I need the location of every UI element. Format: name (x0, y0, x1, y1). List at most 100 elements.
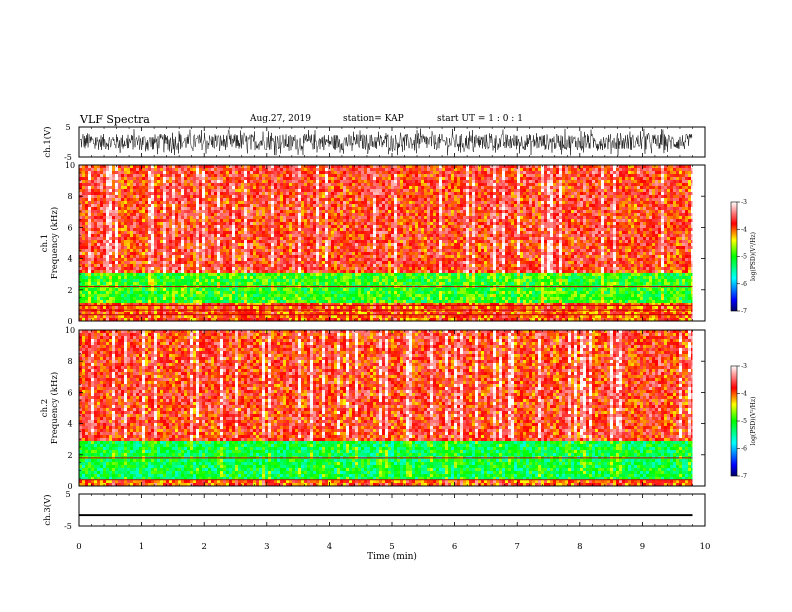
spectrogram-cell (481, 177, 484, 180)
spectrogram-cell (238, 195, 241, 198)
spectrogram-cell (580, 171, 583, 174)
spectrogram-cell (235, 186, 238, 189)
spectrogram-cell (556, 180, 559, 183)
spectrogram-cell (349, 174, 352, 177)
spectrogram-cell (499, 192, 502, 195)
spectrogram-cell (664, 192, 667, 195)
spectrogram-cell (124, 195, 127, 198)
spectrogram-cell (244, 201, 247, 204)
spectrogram-cell (451, 183, 454, 186)
spectrogram-cell (628, 192, 631, 195)
spectrogram-cell (514, 207, 517, 210)
ch1-waveform-line (80, 129, 692, 156)
spectrogram-cell (166, 198, 169, 201)
spectrogram-cell (610, 219, 613, 222)
spectrogram-cell (97, 174, 100, 177)
spectrogram-cell (109, 171, 112, 174)
spectrogram-cell (583, 204, 586, 207)
spectrogram-cell (445, 177, 448, 180)
spectrogram-cell (589, 219, 592, 222)
spectrogram-cell (340, 168, 343, 171)
spectrogram-cell (457, 195, 460, 198)
spectrogram-cell (211, 174, 214, 177)
spectrogram-cell (367, 198, 370, 201)
spectrogram-cell (157, 222, 160, 225)
spectrogram-cell (154, 192, 157, 195)
spectrogram-cell (676, 213, 679, 216)
spectrogram-cell (208, 192, 211, 195)
spectrogram-cell (94, 183, 97, 186)
spectrogram-cell (466, 195, 469, 198)
spectrogram-cell (499, 216, 502, 219)
spectrogram-cell (364, 168, 367, 171)
spectrogram-cell (373, 213, 376, 216)
spectrogram-cell (352, 192, 355, 195)
spectrogram-cell (127, 174, 130, 177)
spectrogram-cell (190, 177, 193, 180)
spectrogram-cell (355, 219, 358, 222)
spectrogram-cell (319, 204, 322, 207)
spectrogram-cell (673, 210, 676, 213)
spectrogram-cell (262, 201, 265, 204)
spectrogram-cell (544, 210, 547, 213)
spectrogram-cell (370, 207, 373, 210)
spectrogram-cell (340, 171, 343, 174)
spectrogram-cell (487, 219, 490, 222)
spectrogram-cell (400, 168, 403, 171)
spectrogram-cell (235, 219, 238, 222)
spectrogram-cell (139, 171, 142, 174)
spectrogram-cell (226, 189, 229, 192)
spectrogram-cell (571, 186, 574, 189)
spectrogram-cell (379, 180, 382, 183)
spectrogram-cell (217, 183, 220, 186)
spectrogram-cell (373, 219, 376, 222)
spectrogram-cell (163, 180, 166, 183)
spectrogram-cell (433, 183, 436, 186)
spectrogram-cell (526, 213, 529, 216)
spectrogram-cell (151, 216, 154, 219)
spectrogram-cell (484, 168, 487, 171)
spectrogram-cell (430, 171, 433, 174)
spectrogram-cell (382, 213, 385, 216)
spectrogram-cell (595, 183, 598, 186)
spectrogram-cell (433, 192, 436, 195)
spectrogram-cell (475, 168, 478, 171)
spectrogram-cell (676, 174, 679, 177)
spectrogram-cell (415, 186, 418, 189)
spectrogram-cell (193, 186, 196, 189)
spectrogram-cell (232, 174, 235, 177)
spectrogram-cell (361, 204, 364, 207)
spectrogram-cell (190, 201, 193, 204)
spectrogram-cell (265, 219, 268, 222)
spectrogram-cell (121, 171, 124, 174)
spectrogram-cell (613, 180, 616, 183)
spectrogram-cell (385, 213, 388, 216)
spectrogram-cell (274, 174, 277, 177)
spectrogram-cell (481, 219, 484, 222)
spectrogram-cell (439, 189, 442, 192)
spectrogram-cell (301, 186, 304, 189)
spectrogram-cell (676, 204, 679, 207)
spectrogram-cell (175, 222, 178, 225)
spectrogram-cell (529, 210, 532, 213)
spectrogram-cell (235, 189, 238, 192)
spectrogram-cell (364, 198, 367, 201)
spectrogram-cell (424, 177, 427, 180)
spectrogram-cell (169, 219, 172, 222)
spectrogram-cell (130, 168, 133, 171)
spectrogram-cell (91, 168, 94, 171)
spectrogram-cell (334, 204, 337, 207)
spectrogram-cell (190, 171, 193, 174)
spectrogram-cell (247, 192, 250, 195)
spectrogram-cell (250, 171, 253, 174)
spectrogram-cell (448, 198, 451, 201)
spectrogram-cell (484, 204, 487, 207)
spectrogram-cell (400, 213, 403, 216)
spectrogram-cell (325, 210, 328, 213)
spectrogram-cell (616, 216, 619, 219)
spectrogram-cell (535, 177, 538, 180)
spectrogram-cell (148, 180, 151, 183)
spectrogram-cell (355, 168, 358, 171)
spectrogram-cell (442, 213, 445, 216)
spectrogram-cell (685, 189, 688, 192)
